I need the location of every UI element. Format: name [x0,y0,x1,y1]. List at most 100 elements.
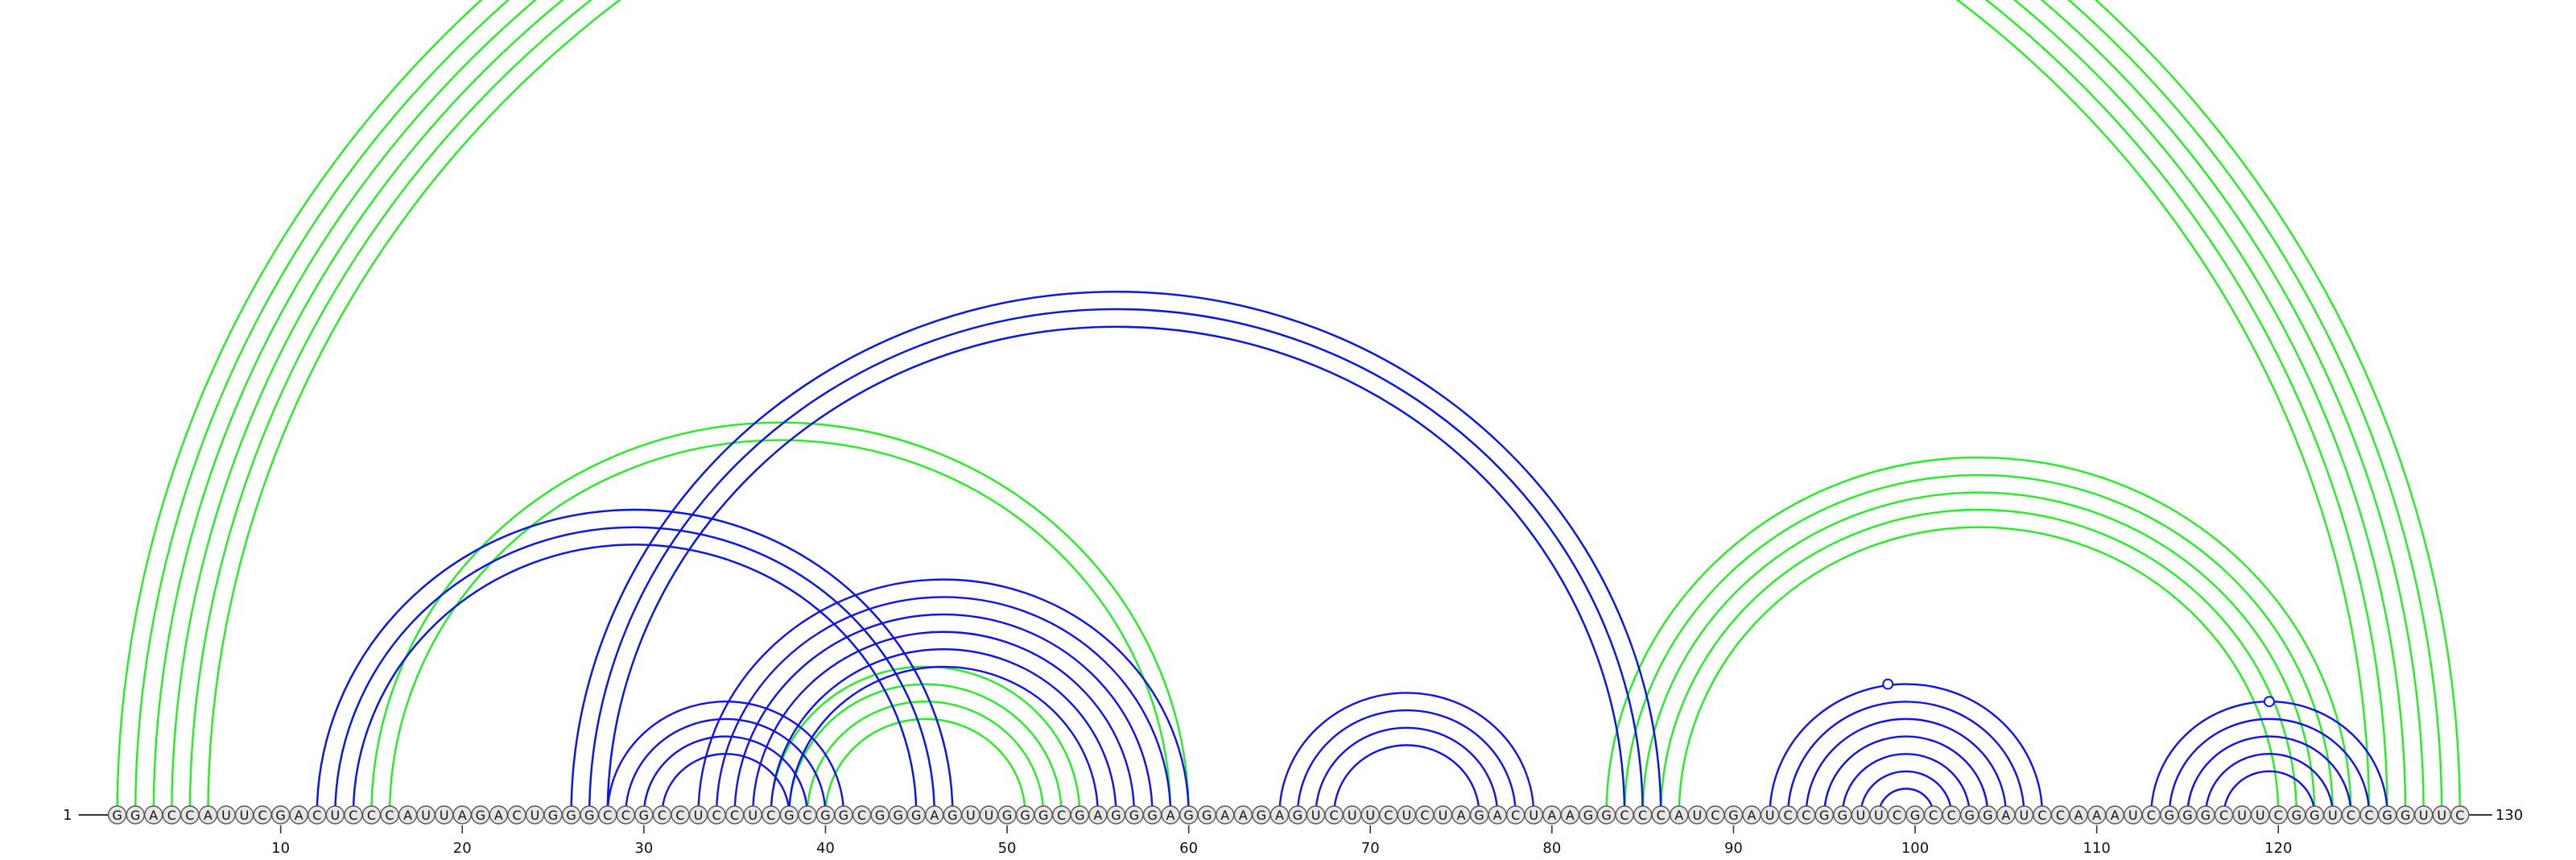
nucleotide-122: G [2305,805,2325,825]
green-arc-83-124 [1605,456,2352,816]
nucleotide-letter-126: G [2382,808,2392,823]
nucleotide-67: U [1306,805,1326,825]
nucleotide-letter-99: C [1893,808,1901,823]
nucleotide-letter-2: G [130,808,140,823]
nucleotide-letter-102: C [1947,808,1956,823]
nucleotide-letter-129: U [2437,808,2446,823]
nucleotide-letter-36: U [748,808,758,823]
nucleotide-66: G [1288,805,1307,825]
blue-arc-97-102 [1860,770,1953,816]
nucleotide-letter-110: A [2092,808,2101,823]
green-arc-40-51 [824,717,1026,816]
nucleotide-letter-62: A [1220,808,1229,823]
nucleotide-letter-9: C [258,808,266,823]
blue-arc-66-78 [1296,709,1517,816]
nucleotide-letter-130: C [2455,808,2464,823]
nucleotide-letter-28: C [603,808,612,823]
green-arc-6-125 [207,0,2371,816]
nucleotide-letter-123: U [2328,808,2338,823]
nucleotide-59: A [1161,805,1180,825]
nucleotide-letter-81: A [1566,808,1575,823]
nucleotide-letter-72: U [1402,808,1412,823]
nucleotide-117: C [2214,805,2234,825]
nucleotide-letter-114: G [2165,808,2174,823]
green-arc-1-130 [116,0,2462,816]
nucleotide-letter-78: C [1511,808,1520,823]
nucleotide-letter-84: C [1620,808,1629,823]
nucleotide-42: C [852,805,872,825]
nucleotide-letter-37: C [766,808,775,823]
nucleotide-30: G [634,805,654,825]
nucleotide-102: C [1942,805,1961,825]
blue-arc-114-125 [2168,717,2371,816]
green-arc-3-128 [152,0,2425,816]
nucleotide-letter-111: A [2111,808,2120,823]
nucleotide-8: U [234,805,254,825]
nucleotide-115: G [2178,805,2198,825]
nucleotide-letter-17: A [403,808,412,823]
nucleotide-letter-6: A [204,808,213,823]
nucleotide-letter-7: U [221,808,231,823]
nucleotide-5: C [180,805,200,825]
nucleotide-68: C [1324,805,1344,825]
nucleotide-letter-3: A [149,808,158,823]
nucleotide-letter-60: G [1183,808,1193,823]
nucleotide-7: U [217,805,236,825]
nucleotide-124: C [2341,805,2361,825]
nucleotide-14: C [344,805,363,825]
nucleotide-40: G [815,805,836,825]
nucleotide-93: C [1778,805,1798,825]
nucleotide-letter-58: G [1147,808,1157,823]
nucleotide-letter-25: G [548,808,558,823]
nucleotide-127: G [2396,805,2415,825]
nucleotide-letter-86: C [1657,808,1666,823]
nucleotide-39: C [798,805,817,825]
nucleotide-35: C [724,805,745,825]
nucleotide-29: C [616,805,635,825]
nucleotide-71: C [1379,805,1398,825]
nucleotide-78: C [1506,805,1525,825]
nucleotide-letter-100: G [1910,808,1920,823]
nucleotide-32: C [671,805,690,825]
marker-layer [1882,678,2275,708]
nucleotide-63: A [1233,805,1253,825]
nucleotide-letter-70: U [1365,808,1375,823]
nucleotide-letter-125: C [2364,808,2373,823]
nucleotide-99: C [1887,805,1907,825]
tick-label-30: 30 [634,840,653,857]
tick-label-70: 70 [1361,840,1380,857]
nucleotide-101: C [1923,805,1943,825]
nucleotide-letter-49: U [985,808,994,823]
nucleotide-75: A [1451,805,1471,825]
nucleotide-105: A [1996,805,2016,825]
blue-arc-93-106 [1786,701,2025,816]
nucleotide-letter-29: C [621,808,630,823]
blue-arc-65-79 [1278,692,1535,816]
tick-label-50: 50 [998,840,1017,857]
nucleotide-letter-87: A [1674,808,1683,823]
nucleotide-87: A [1670,805,1689,825]
nucleotide-letter-59: A [1166,808,1175,823]
nucleotide-letter-108: C [2056,808,2065,823]
blue-arc-26-86 [570,291,1662,816]
nucleotide-84: C [1615,805,1634,825]
blue-arc-30-39 [642,735,809,816]
blue-arc-12-47 [316,508,954,816]
nucleotide-letter-48: U [966,808,976,823]
nucleotide-100: G [1905,805,1925,825]
nucleotide-letter-85: C [1638,808,1647,823]
nucleotide-34: C [707,805,726,825]
green-arc-5-126 [188,0,2388,816]
nucleotide-letter-55: A [1093,808,1102,823]
nucleotide-114: G [2160,805,2179,825]
nucleotide-letter-56: G [1111,808,1121,823]
nucleotide-letter-42: C [857,808,866,823]
nucleotide-83: G [1596,805,1616,825]
nucleotide-letter-93: C [1784,808,1793,823]
nucleotide-letter-38: G [784,808,794,823]
tick-label-80: 80 [1542,840,1561,857]
blue-arc-35-58 [733,613,1154,816]
nucleotide-letter-68: C [1330,808,1339,823]
nucleotide-61: G [1197,805,1216,825]
nucleotide-letter-74: U [1439,808,1448,823]
